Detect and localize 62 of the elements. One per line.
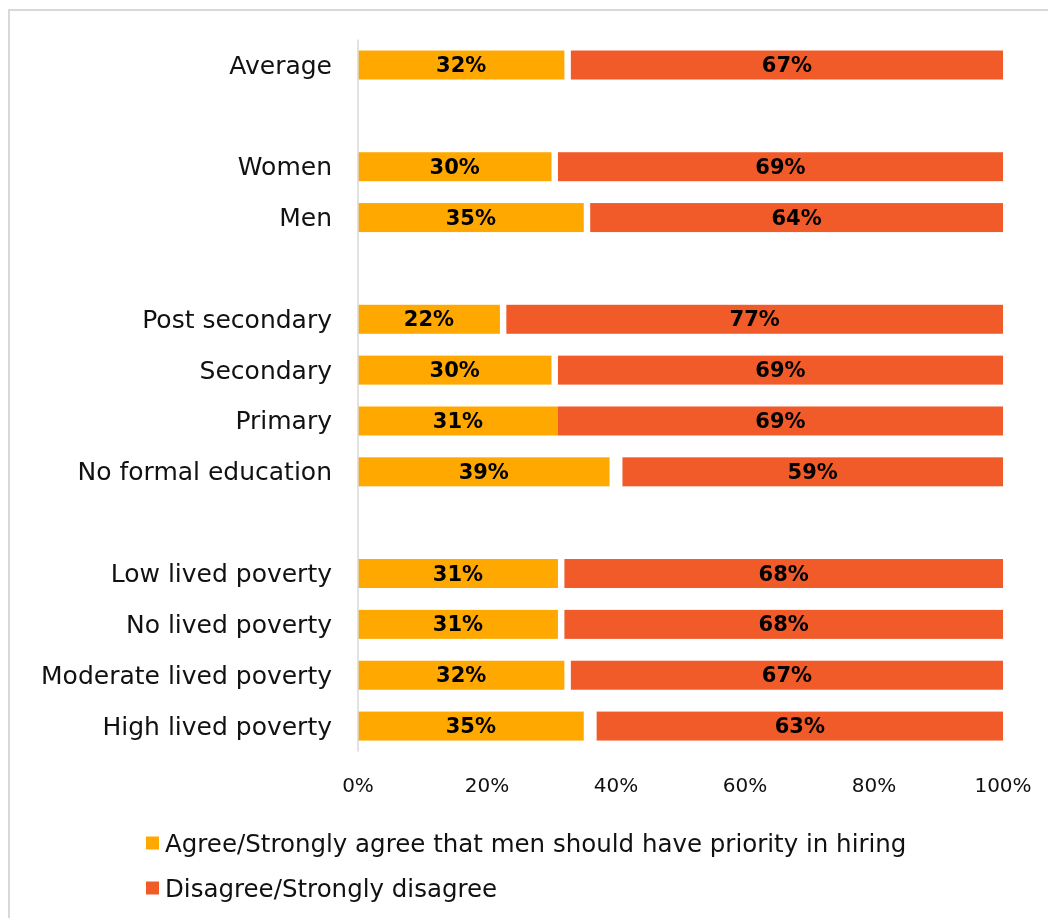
y-tick-label: Post secondary (142, 304, 333, 334)
bar (557, 406, 1003, 436)
data-label: 69% (755, 154, 806, 179)
bar (564, 609, 1003, 639)
x-tick-label: 20% (464, 773, 510, 797)
y-tick-label: Average (229, 50, 332, 80)
data-label: 69% (755, 408, 806, 433)
x-tick-label: 60% (722, 773, 768, 797)
bar (358, 711, 584, 741)
y-tick-label: No lived poverty (125, 609, 333, 639)
data-label: 64% (771, 205, 822, 230)
bar (557, 152, 1003, 182)
y-tick-label: High lived poverty (102, 711, 333, 741)
data-label: 67% (761, 663, 813, 688)
bar (358, 50, 565, 80)
data-label: 30% (429, 154, 480, 179)
bar (358, 355, 552, 385)
bar (358, 559, 558, 589)
bar (358, 660, 565, 690)
x-tick-label: 0% (342, 773, 374, 797)
bar (590, 203, 1003, 233)
data-label: 22% (403, 307, 455, 332)
data-label: 77% (729, 307, 780, 332)
x-tick-label: 80% (851, 773, 897, 797)
data-label: 35% (445, 205, 497, 230)
data-label: 68% (758, 612, 809, 637)
data-label: 39% (458, 459, 509, 484)
bar (564, 559, 1003, 589)
data-label: 32% (436, 663, 487, 688)
y-tick-label: Women (237, 152, 332, 182)
legend-label: Agree/Strongly agree that men should have priority in hiring (165, 828, 907, 858)
bar (622, 457, 1003, 487)
bar (596, 711, 1003, 741)
bar (358, 406, 558, 436)
y-tick-label: Primary (235, 406, 333, 436)
bar (570, 50, 1003, 80)
bar (358, 609, 558, 639)
y-tick-label: Men (279, 203, 332, 233)
data-label: 67% (761, 53, 813, 78)
y-tick-label: Moderate lived poverty (41, 660, 333, 690)
y-tick-label: Low lived poverty (110, 559, 333, 589)
bar (358, 457, 610, 487)
y-tick-label: Secondary (199, 355, 333, 385)
bar (358, 152, 552, 182)
data-label: 68% (758, 561, 809, 586)
data-label: 35% (445, 714, 497, 739)
x-tick-label: 100% (974, 773, 1032, 797)
bar (506, 304, 1003, 334)
data-label: 59% (787, 459, 838, 484)
data-label: 31% (432, 561, 484, 586)
legend-label: Disagree/Strongly disagree (165, 873, 498, 903)
data-label: 31% (432, 408, 484, 433)
x-tick-label: 40% (593, 773, 639, 797)
data-label: 30% (429, 358, 480, 383)
bar (358, 203, 584, 233)
data-label: 63% (774, 714, 825, 739)
data-label: 31% (432, 612, 484, 637)
data-label: 69% (755, 358, 806, 383)
data-label: 32% (436, 53, 487, 78)
bar (557, 355, 1003, 385)
bar (570, 660, 1003, 690)
y-tick-label: No formal education (77, 457, 332, 487)
